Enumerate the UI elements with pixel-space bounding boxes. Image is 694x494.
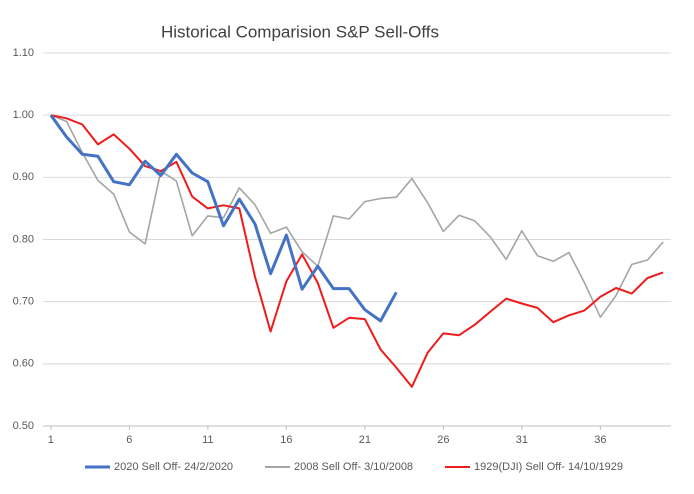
legend-label: 1929(DJI) Sell Off- 14/10/1929 [474,461,623,473]
legend-label: 2008 Sell Off- 3/10/2008 [294,461,413,473]
x-tick-label: 26 [437,434,449,446]
legend-label: 2020 Sell Off- 24/2/2020 [114,461,233,473]
x-tick-label: 11 [202,434,213,446]
y-tick-label: 1.00 [13,109,34,121]
series-line [49,114,398,323]
y-tick-label: 0.90 [13,171,34,183]
x-tick-label: 16 [280,434,292,446]
y-tick-label: 0.80 [13,233,34,245]
x-tick-label: 1 [48,434,54,446]
y-tick-label: 0.70 [13,296,34,308]
y-tick-label: 1.10 [13,47,34,59]
x-tick-label: 36 [594,434,606,446]
y-tick-label: 0.50 [13,420,34,432]
x-tick-label: 6 [126,434,132,446]
chart-title: Historical Comparision S&P Sell-Offs [161,22,439,41]
x-tick-label: 21 [359,434,371,446]
series-line [50,114,664,318]
y-tick-label: 0.60 [13,358,34,370]
x-tick-label: 31 [516,434,528,446]
